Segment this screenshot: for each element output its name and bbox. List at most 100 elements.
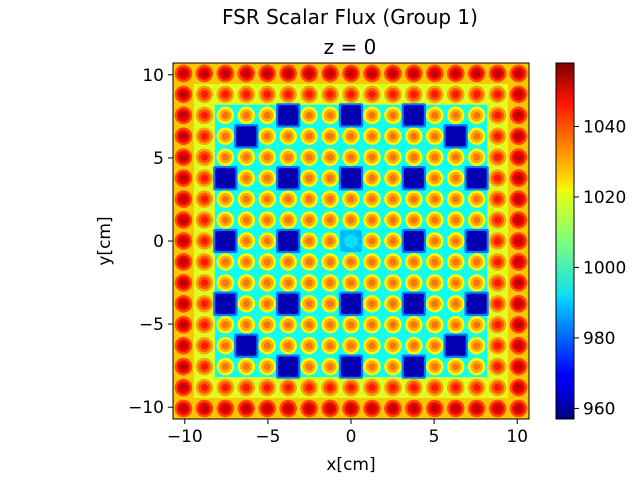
fuel-pin-center [514,216,523,224]
fuel-pin-center [326,404,334,413]
colorbar-tick-label: 1040 [583,117,626,137]
fuel-pin-center [263,384,271,392]
fuel-pin-center [410,90,418,98]
fuel-pin-center [242,279,250,287]
fuel-pin-center [473,321,481,329]
fuel-pin-center [200,258,208,266]
fuel-pin-center [410,404,418,413]
chart-subtitle: z = 0 [324,35,377,59]
fuel-pin-center [431,174,439,182]
fuel-pin-center [284,90,292,98]
fuel-pin-center [389,69,397,78]
fuel-pin-center [514,195,523,203]
guide-tube [340,356,362,377]
fuel-pin-center [368,69,376,78]
fuel-pin-center [326,216,334,224]
fuel-pin-center [368,342,376,350]
fuel-pin-center [347,195,355,203]
fuel-pin-center [452,90,460,98]
fuel-pin-center [494,300,502,308]
fuel-pin-center [284,132,292,140]
fuel-pin-center [494,69,502,78]
fuel-pin-center [452,195,460,203]
fuel-pin-center [368,195,376,203]
guide-tube [466,168,487,189]
fuel-pin-center [284,342,292,350]
fuel-pin-center [452,237,460,245]
fuel-pin-center [473,90,481,98]
fuel-pin-center [263,258,271,266]
fuel-pin-center [431,111,439,119]
fuel-pin-center [305,195,313,203]
fuel-pin-center [221,279,229,287]
fuel-pin-center [514,342,523,350]
fuel-pin-center [368,111,376,119]
fuel-pin-center [347,69,355,78]
colorbar-tick-label: 1020 [583,188,626,208]
fuel-pin-center [263,279,271,287]
fuel-pin-center [494,90,502,98]
chart-title: FSR Scalar Flux (Group 1) [222,5,478,29]
fuel-pin-center [179,69,188,78]
fuel-pin-center [494,404,502,413]
fuel-pin-center [431,195,439,203]
fuel-pin-center [305,404,313,413]
fuel-pin-center [200,132,208,140]
fuel-pin-center [326,69,334,78]
fuel-pin-center [200,90,208,98]
fuel-pin-center [263,69,271,78]
fuel-pin-center [263,300,271,308]
fuel-pin-center [368,279,376,287]
fuel-pin-center [452,404,460,413]
fuel-pin-center [305,153,313,161]
fuel-pin-center [221,384,229,392]
fuel-pin-center [326,300,334,308]
fuel-pin-center [368,300,376,308]
fuel-pin-center [242,69,250,78]
guide-tube [278,230,299,252]
fuel-pin-center [514,132,523,140]
fuel-pin-center [410,216,418,224]
fuel-pin-center [452,174,460,182]
fuel-pin-center [410,279,418,287]
x-tick-label: −5 [255,427,280,447]
fuel-pin-center [431,90,439,98]
guide-tube [445,335,466,356]
fuel-pin-center [389,384,397,392]
fuel-pin-center [326,342,334,350]
fuel-pin-center [389,321,397,329]
fuel-pin-center [263,195,271,203]
fuel-pin-center [242,195,250,203]
fuel-pin-center [221,69,229,78]
fuel-pin-center [431,279,439,287]
fuel-pin-center [431,153,439,161]
fuel-pin-center [242,216,250,224]
fuel-pin-center [389,300,397,308]
fuel-pin-center [200,216,208,224]
fuel-pin-center [368,90,376,98]
guide-tube [403,293,424,314]
fuel-pin-center [514,90,523,98]
fuel-pin-center [200,300,208,308]
fuel-pin-center [389,237,397,245]
y-axis-ticks: −10 −5 0 5 10 [128,66,173,418]
fuel-pin-center [200,384,208,392]
guide-tube [340,168,362,189]
x-tick-label: 0 [346,427,357,447]
fuel-pin-center [452,216,460,224]
fuel-pin-center [410,258,418,266]
fuel-pin-center [263,404,271,413]
fuel-pin-center [200,195,208,203]
fuel-pin-center [514,111,523,119]
fuel-pin-center [452,321,460,329]
fuel-pin-center [473,279,481,287]
fuel-pin-center [389,111,397,119]
guide-tube [236,335,257,356]
fuel-pin-center [221,111,229,119]
fuel-pin-center [179,195,188,203]
fuel-pin-center [473,195,481,203]
fuel-pin-center [284,321,292,329]
guide-tube [278,356,299,377]
fuel-pin-center [347,258,355,266]
guide-tube [340,105,362,126]
